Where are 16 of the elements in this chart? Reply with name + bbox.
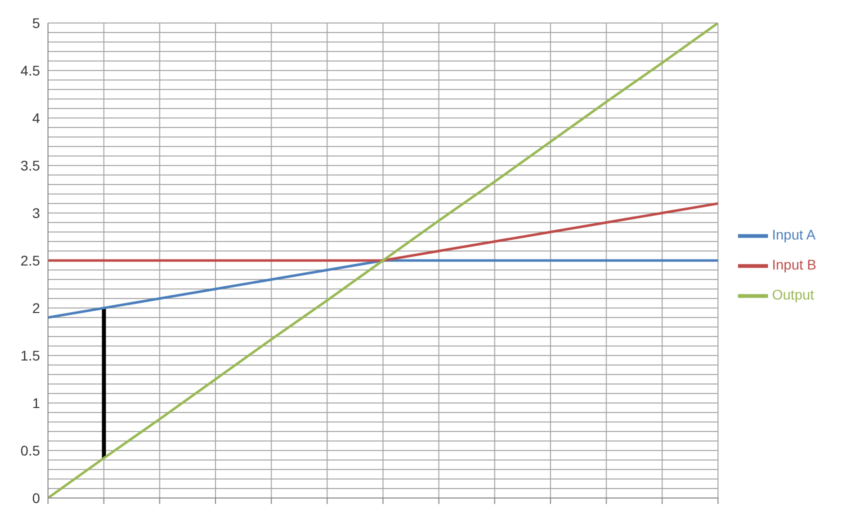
y-tick-label: 1 xyxy=(32,394,40,411)
y-tick-label: 3 xyxy=(32,204,40,221)
y-tick-label: 4.5 xyxy=(20,62,40,78)
y-tick-label: 1.5 xyxy=(20,347,40,364)
line-series xyxy=(48,259,718,319)
y-tick-label: 0 xyxy=(32,490,40,506)
line-series xyxy=(48,202,718,262)
y-tick-label: 2.5 xyxy=(20,252,40,268)
legend-label: Output xyxy=(772,286,814,302)
y-tick-label: 0.5 xyxy=(20,442,40,458)
legend-label: Input A xyxy=(772,226,816,242)
legend-label: Input B xyxy=(772,256,816,272)
y-tick-label: 5 xyxy=(32,14,40,31)
y-tick-label: 2 xyxy=(32,300,40,316)
y-tick-label: 4 xyxy=(32,110,40,126)
y-tick-label: 3.5 xyxy=(20,157,40,174)
